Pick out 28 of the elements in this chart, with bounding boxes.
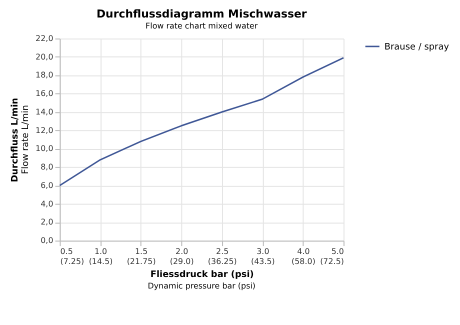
line-series — [58, 57, 344, 186]
text: Flow rate L/min — [20, 104, 31, 174]
y-tick-label: 20,0 — [36, 52, 54, 62]
x-tick-label: 2.0 (29.0) — [170, 247, 194, 266]
y-tick-label: 16,0 — [36, 89, 54, 98]
y-tick-label: 6,0 — [40, 180, 54, 190]
x-tick-label: 3.0 (43.5) — [250, 247, 275, 266]
y-tick-label: 12,0 — [36, 126, 54, 135]
chart-subtitle: Flow rate chart mixed water — [146, 22, 258, 31]
x-tick-label: 4.0 (58.0) — [292, 247, 316, 266]
y-tick-label: 0,0 — [40, 236, 54, 246]
y-tick-label: 4,0 — [40, 199, 54, 208]
y-tick-label: 18,0 — [36, 70, 54, 80]
y-tick-label: 22,0 — [36, 34, 54, 43]
x-axis-title: Fliessdruck bar (psi) — [150, 270, 254, 280]
y-axis-title: Durchfluss L/min — [10, 98, 21, 182]
y-tick-label: 10,0 — [36, 144, 54, 154]
legend-label: Brause / spray — [384, 42, 450, 52]
chart-title: Durchflussdiagramm Mischwasser — [96, 8, 308, 21]
y-tick-label: 8,0 — [40, 162, 54, 172]
text: Dynamic pressure bar (psi) — [148, 281, 256, 290]
y-tick-label: 14,0 — [36, 107, 54, 116]
x-tick-label: 1.5 (21.75) — [126, 247, 156, 266]
y-tick-label: 2,0 — [40, 218, 54, 227]
x-tick-label: 0.5 (7.25) — [60, 247, 84, 266]
x-tick-label: 2.5 (36.25) — [208, 247, 237, 266]
x-tick-label: 5.0 (72.5) — [320, 247, 344, 266]
x-tick-label: 1.0 (14.5) — [88, 247, 113, 266]
